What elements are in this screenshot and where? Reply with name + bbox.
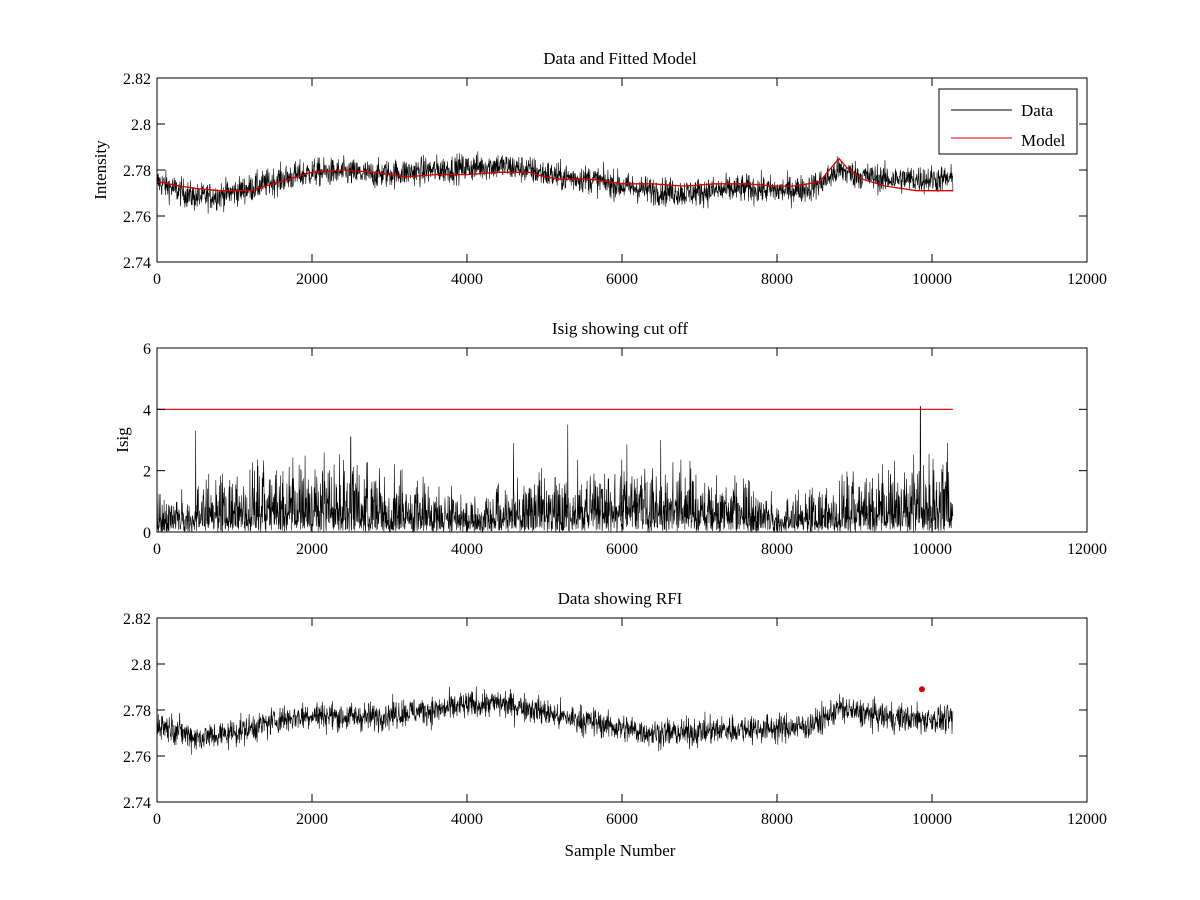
x-tick-label: 8000 xyxy=(761,811,793,828)
x-tick-label: 8000 xyxy=(761,541,793,558)
legend: Data Model xyxy=(938,88,1078,155)
y-tick-label: 0 xyxy=(143,525,151,542)
y-tick-label: 2.74 xyxy=(123,795,151,812)
legend-label-model: Model xyxy=(1021,131,1066,150)
legend-label-data: Data xyxy=(1021,101,1054,120)
rfi-marker-layer xyxy=(918,686,925,693)
x-tick-label: 0 xyxy=(153,811,161,828)
data-series-line xyxy=(156,686,954,755)
x-tick-label: 12000 xyxy=(1067,271,1107,288)
x-tick-label: 4000 xyxy=(451,541,483,558)
x-tick-label: 12000 xyxy=(1067,541,1107,558)
axes: 0 2000 4000 6000 8000 10000 12000 2.74 2.76 2.78 2… xyxy=(123,71,1107,288)
x-tick-label: 12000 xyxy=(1067,811,1107,828)
x-tick-label: 10000 xyxy=(912,271,952,288)
y-tick-label: 2.78 xyxy=(123,163,151,180)
y-tick-label: 2.8 xyxy=(131,117,151,134)
y-axis-label: Intensity xyxy=(91,140,110,200)
x-axis-label: Sample Number xyxy=(565,841,676,860)
chart-title: Data and Fitted Model xyxy=(543,49,697,68)
y-tick-label: 2.82 xyxy=(123,611,151,628)
chart-title: Data showing RFI xyxy=(558,589,683,608)
y-tick-label: 2.76 xyxy=(123,749,151,766)
y-tick-label: 2.76 xyxy=(123,209,151,226)
y-tick-label: 4 xyxy=(143,402,151,419)
isig-series-line xyxy=(156,405,954,533)
y-axis-label: Isig xyxy=(113,427,132,453)
isig-series-layer xyxy=(156,405,954,533)
data-series-line xyxy=(156,151,954,214)
x-tick-label: 2000 xyxy=(296,811,328,828)
y-tick-label: 2.74 xyxy=(123,255,151,272)
panel-isig: Isig showing cut off Isig 0 2000 4000 6000 8… xyxy=(113,319,1107,558)
y-tick-label: 2.8 xyxy=(131,657,151,674)
chart-title: Isig showing cut off xyxy=(552,319,688,338)
x-tick-label: 4000 xyxy=(451,811,483,828)
y-tick-label: 2.78 xyxy=(123,703,151,720)
x-tick-label: 2000 xyxy=(296,541,328,558)
x-tick-label: 4000 xyxy=(451,271,483,288)
model-series-line xyxy=(156,157,953,192)
axes: 0 2000 4000 6000 8000 10000 12000 2.74 2.76 2.78 2… xyxy=(123,611,1107,828)
x-tick-label: 10000 xyxy=(912,541,952,558)
panel-rfi: Data showing RFI 0 2000 4000 6000 8000 10000 1… xyxy=(123,589,1107,860)
x-tick-label: 8000 xyxy=(761,271,793,288)
x-tick-label: 6000 xyxy=(606,811,638,828)
y-tick-label: 2.82 xyxy=(123,71,151,88)
model-series-layer xyxy=(156,157,953,192)
axes: 0 2000 4000 6000 8000 10000 12000 0 2 4 6 xyxy=(143,341,1107,558)
x-tick-label: 6000 xyxy=(606,541,638,558)
y-tick-label: 2 xyxy=(143,464,151,481)
y-tick-label: 6 xyxy=(143,341,151,358)
x-tick-label: 2000 xyxy=(296,271,328,288)
legend-box xyxy=(938,88,1078,155)
x-tick-label: 0 xyxy=(153,271,161,288)
rfi-marker xyxy=(918,686,925,693)
data-series-layer xyxy=(156,686,954,755)
panel-data-and-model: Data and Fitted Model Intensity 0 2000 400… xyxy=(91,49,1107,288)
x-tick-label: 0 xyxy=(153,541,161,558)
x-tick-label: 6000 xyxy=(606,271,638,288)
data-series-layer xyxy=(156,151,954,214)
x-tick-label: 10000 xyxy=(912,811,952,828)
